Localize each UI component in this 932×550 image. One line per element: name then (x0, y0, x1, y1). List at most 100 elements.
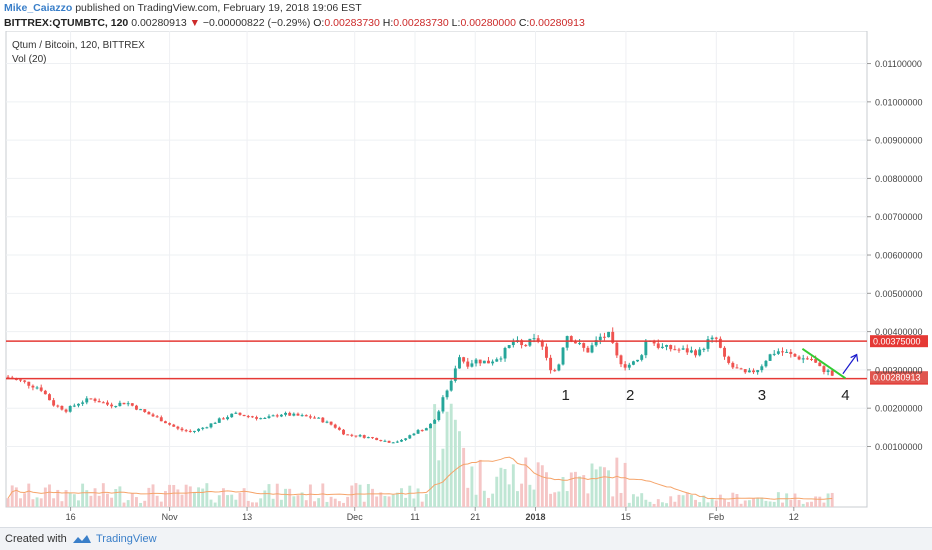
candle-body (412, 433, 416, 436)
candle-body (776, 351, 780, 354)
symbol-label[interactable]: BITTREX:QTUMBTC, 120 (4, 17, 129, 29)
volume-bar (627, 502, 631, 507)
close-value: 0.00280913 (529, 17, 585, 29)
candle-body (615, 342, 619, 356)
volume-bar (520, 483, 524, 507)
candle-body (19, 379, 22, 381)
candle-body (536, 338, 540, 341)
volume-bar (292, 496, 296, 507)
candle-body (772, 353, 776, 355)
candle-body (14, 379, 18, 381)
volume-bar (284, 488, 287, 507)
candle-body (714, 337, 718, 339)
volume-bar (739, 503, 743, 507)
time-axis[interactable]: 16 Nov 13 Dec 11 21 2018 15 Feb 12 (66, 507, 799, 522)
volume-bar (354, 483, 358, 507)
volume-bar (255, 502, 259, 507)
high-value: 0.00283730 (393, 17, 449, 29)
y-tick-label: 0.00200000 (875, 404, 923, 414)
volume-bar (557, 491, 561, 507)
author-link[interactable]: Mike_Caiazzo (4, 2, 73, 14)
tradingview-brand-link[interactable]: TradingView (96, 533, 157, 545)
candle-body (424, 428, 428, 431)
volume-bar (176, 489, 180, 507)
volume-bar (246, 500, 250, 507)
candle-body (279, 414, 283, 417)
candle-body (607, 331, 611, 338)
candle-body (23, 380, 27, 382)
volume-bar (743, 500, 747, 507)
candle-body (702, 348, 706, 350)
candle-body (292, 413, 296, 416)
candle-body (760, 366, 764, 371)
candle-body (487, 360, 490, 364)
volume-bar (263, 490, 267, 507)
candle-body (106, 402, 109, 405)
volume-bar (159, 501, 163, 507)
volume-bar (238, 492, 242, 507)
volume-bar (590, 463, 594, 507)
candle-body (453, 368, 457, 381)
candle-body (731, 362, 735, 368)
candle-body (329, 421, 333, 425)
volume-bar (350, 485, 354, 507)
volume-bar (685, 492, 689, 507)
candle-body (557, 364, 561, 371)
volume-bar (387, 496, 391, 507)
candle-body (673, 349, 677, 351)
volume-bar (342, 502, 345, 507)
volume-bar (545, 472, 548, 507)
volume-bar (188, 486, 192, 507)
publish-line: Mike_Caiazzo published on TradingView.co… (4, 2, 362, 15)
volume-bar (578, 476, 582, 507)
x-tick-label: Feb (709, 512, 725, 522)
volume-bar (139, 502, 143, 507)
candle-body (147, 412, 151, 415)
candle-body (48, 394, 51, 401)
volume-bar (184, 484, 188, 507)
volume-bar (561, 477, 565, 507)
volume-bar (524, 457, 528, 507)
candle-body (151, 414, 155, 417)
volume-bar (772, 501, 776, 507)
volume-bar (449, 403, 453, 507)
candle-body (665, 345, 669, 347)
volume-bar (395, 492, 399, 507)
volume-bar (110, 497, 114, 507)
volume-bar (197, 487, 201, 507)
volume-bar (300, 492, 304, 507)
tradingview-logo-icon (73, 535, 91, 543)
candle-body (660, 346, 664, 348)
candle-body (238, 412, 242, 415)
chart-title: Qtum / Bitcoin, 120, BITTREX (12, 40, 145, 51)
candle-body (205, 427, 209, 429)
volume-bar (507, 484, 511, 507)
x-tick-label: 16 (66, 512, 76, 522)
candle-body (532, 338, 536, 340)
volume-bar (143, 500, 147, 507)
candle-body (689, 350, 693, 353)
volume-bar (607, 470, 611, 507)
footer-bar: Created with TradingView (0, 527, 932, 550)
volume-bar (810, 501, 813, 507)
candle-body (366, 437, 370, 439)
volume-bar (337, 501, 341, 507)
price-axis[interactable]: 0.01100000 0.01000000 0.00900000 0.00800000… (867, 59, 923, 452)
candle-body (197, 428, 201, 431)
candle-body (491, 361, 495, 364)
volume-bar (499, 467, 503, 507)
volume-bar (317, 498, 321, 507)
candle-body (188, 430, 192, 432)
volume-bar (747, 500, 751, 507)
candle-body (503, 347, 507, 359)
candle-body (549, 357, 553, 371)
volume-bar (308, 484, 312, 507)
candle-body (540, 340, 544, 347)
wave-label: 3 (758, 387, 766, 404)
candle-body (793, 353, 797, 357)
candle-body (304, 415, 308, 417)
candle-body (474, 359, 478, 364)
